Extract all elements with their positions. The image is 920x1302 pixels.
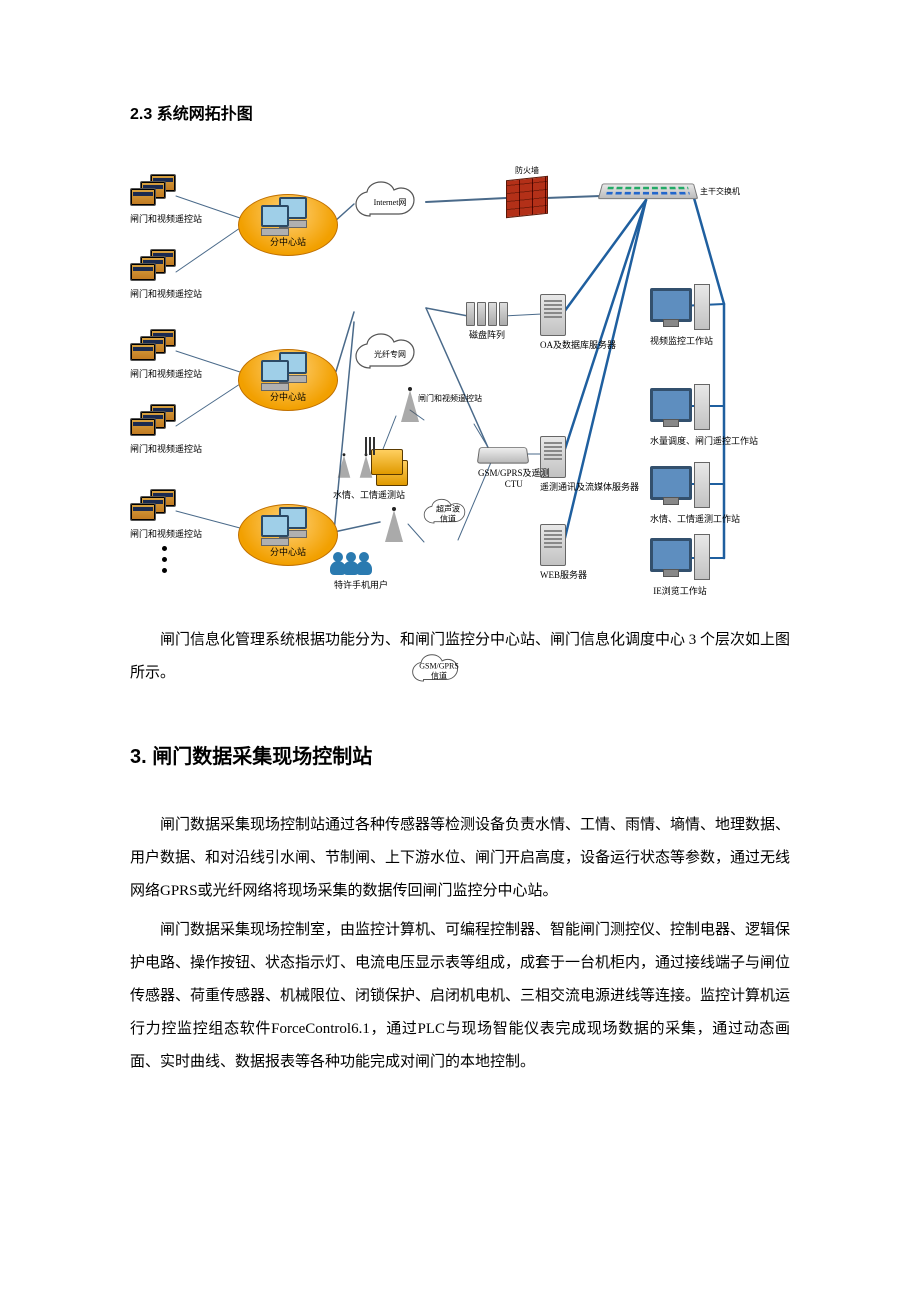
ws-video: 视频监控工作站 [650,284,713,347]
gate-small-label: 闸门和视频遥控站 [418,388,482,406]
disk-array: 磁盘阵列 [466,302,508,341]
heading-2-3: 2.3 系统网拓扑图 [130,100,790,124]
server-telemetry-media: 遥测通讯及流媒体服务器 [540,436,639,493]
sub-center-2: 分中心站 [238,349,338,411]
privileged-users: 特许手机用户 [334,552,388,591]
heading-3: 3. 闸门数据采集现场控制站 [130,740,790,769]
diagram-edges [120,154,740,604]
ws-hydro: 水情、工情遥测工作站 [650,462,740,525]
gate-station-2: 闸门和视频遥控站 [130,249,202,300]
gate-station-5: 闸门和视频遥控站 [130,489,202,540]
hydro-station: 水情、工情遥测站 [330,450,408,501]
ellipsis-dots [162,546,167,573]
server-web: WEB服务器 [540,524,587,581]
server-oa-db: OA及数据库服务器 [540,294,616,351]
cloud-internet: Internet网 [350,180,430,226]
paragraph-3: 闸门数据采集现场控制室，由监控计算机、可编程控制器、智能闸门测控仪、控制电器、逻… [130,914,790,1079]
antenna-ultra [396,390,424,426]
ws-dispatch: 水量调度、闸门遥控工作站 [650,384,758,447]
main-switch: 主干交换机 [600,182,696,200]
sub-center-1: 分中心站 [238,194,338,256]
gsm-gprs-ctu: GSM/GPRS及遥测 CTU [478,446,550,489]
paragraph-2: 闸门数据采集现场控制站通过各种传感器等检测设备负责水情、工情、雨情、墒情、地理数… [130,809,790,908]
gate-station-4: 闸门和视频遥控站 [130,404,202,455]
gate-station-1: 闸门和视频遥控站 [130,174,202,225]
firewall: 防火墙 [506,179,548,216]
cloud-ultrasonic: 超声波 信道 [420,496,476,532]
antenna-gprs [380,510,408,546]
ws-ie: IE浏览工作站 [650,534,710,597]
topology-diagram: 闸门和视频遥控站 闸门和视频遥控站 闸门和视频遥控站 闸门和视频遥控站 闸门和视… [120,154,740,604]
cloud-fiber: 光纤专网 [350,332,430,378]
sub-center-3: 分中心站 [238,504,338,566]
gate-station-3: 闸门和视频遥控站 [130,329,202,380]
cloud-gprs: GSM/GPRS 信道 [408,652,470,690]
